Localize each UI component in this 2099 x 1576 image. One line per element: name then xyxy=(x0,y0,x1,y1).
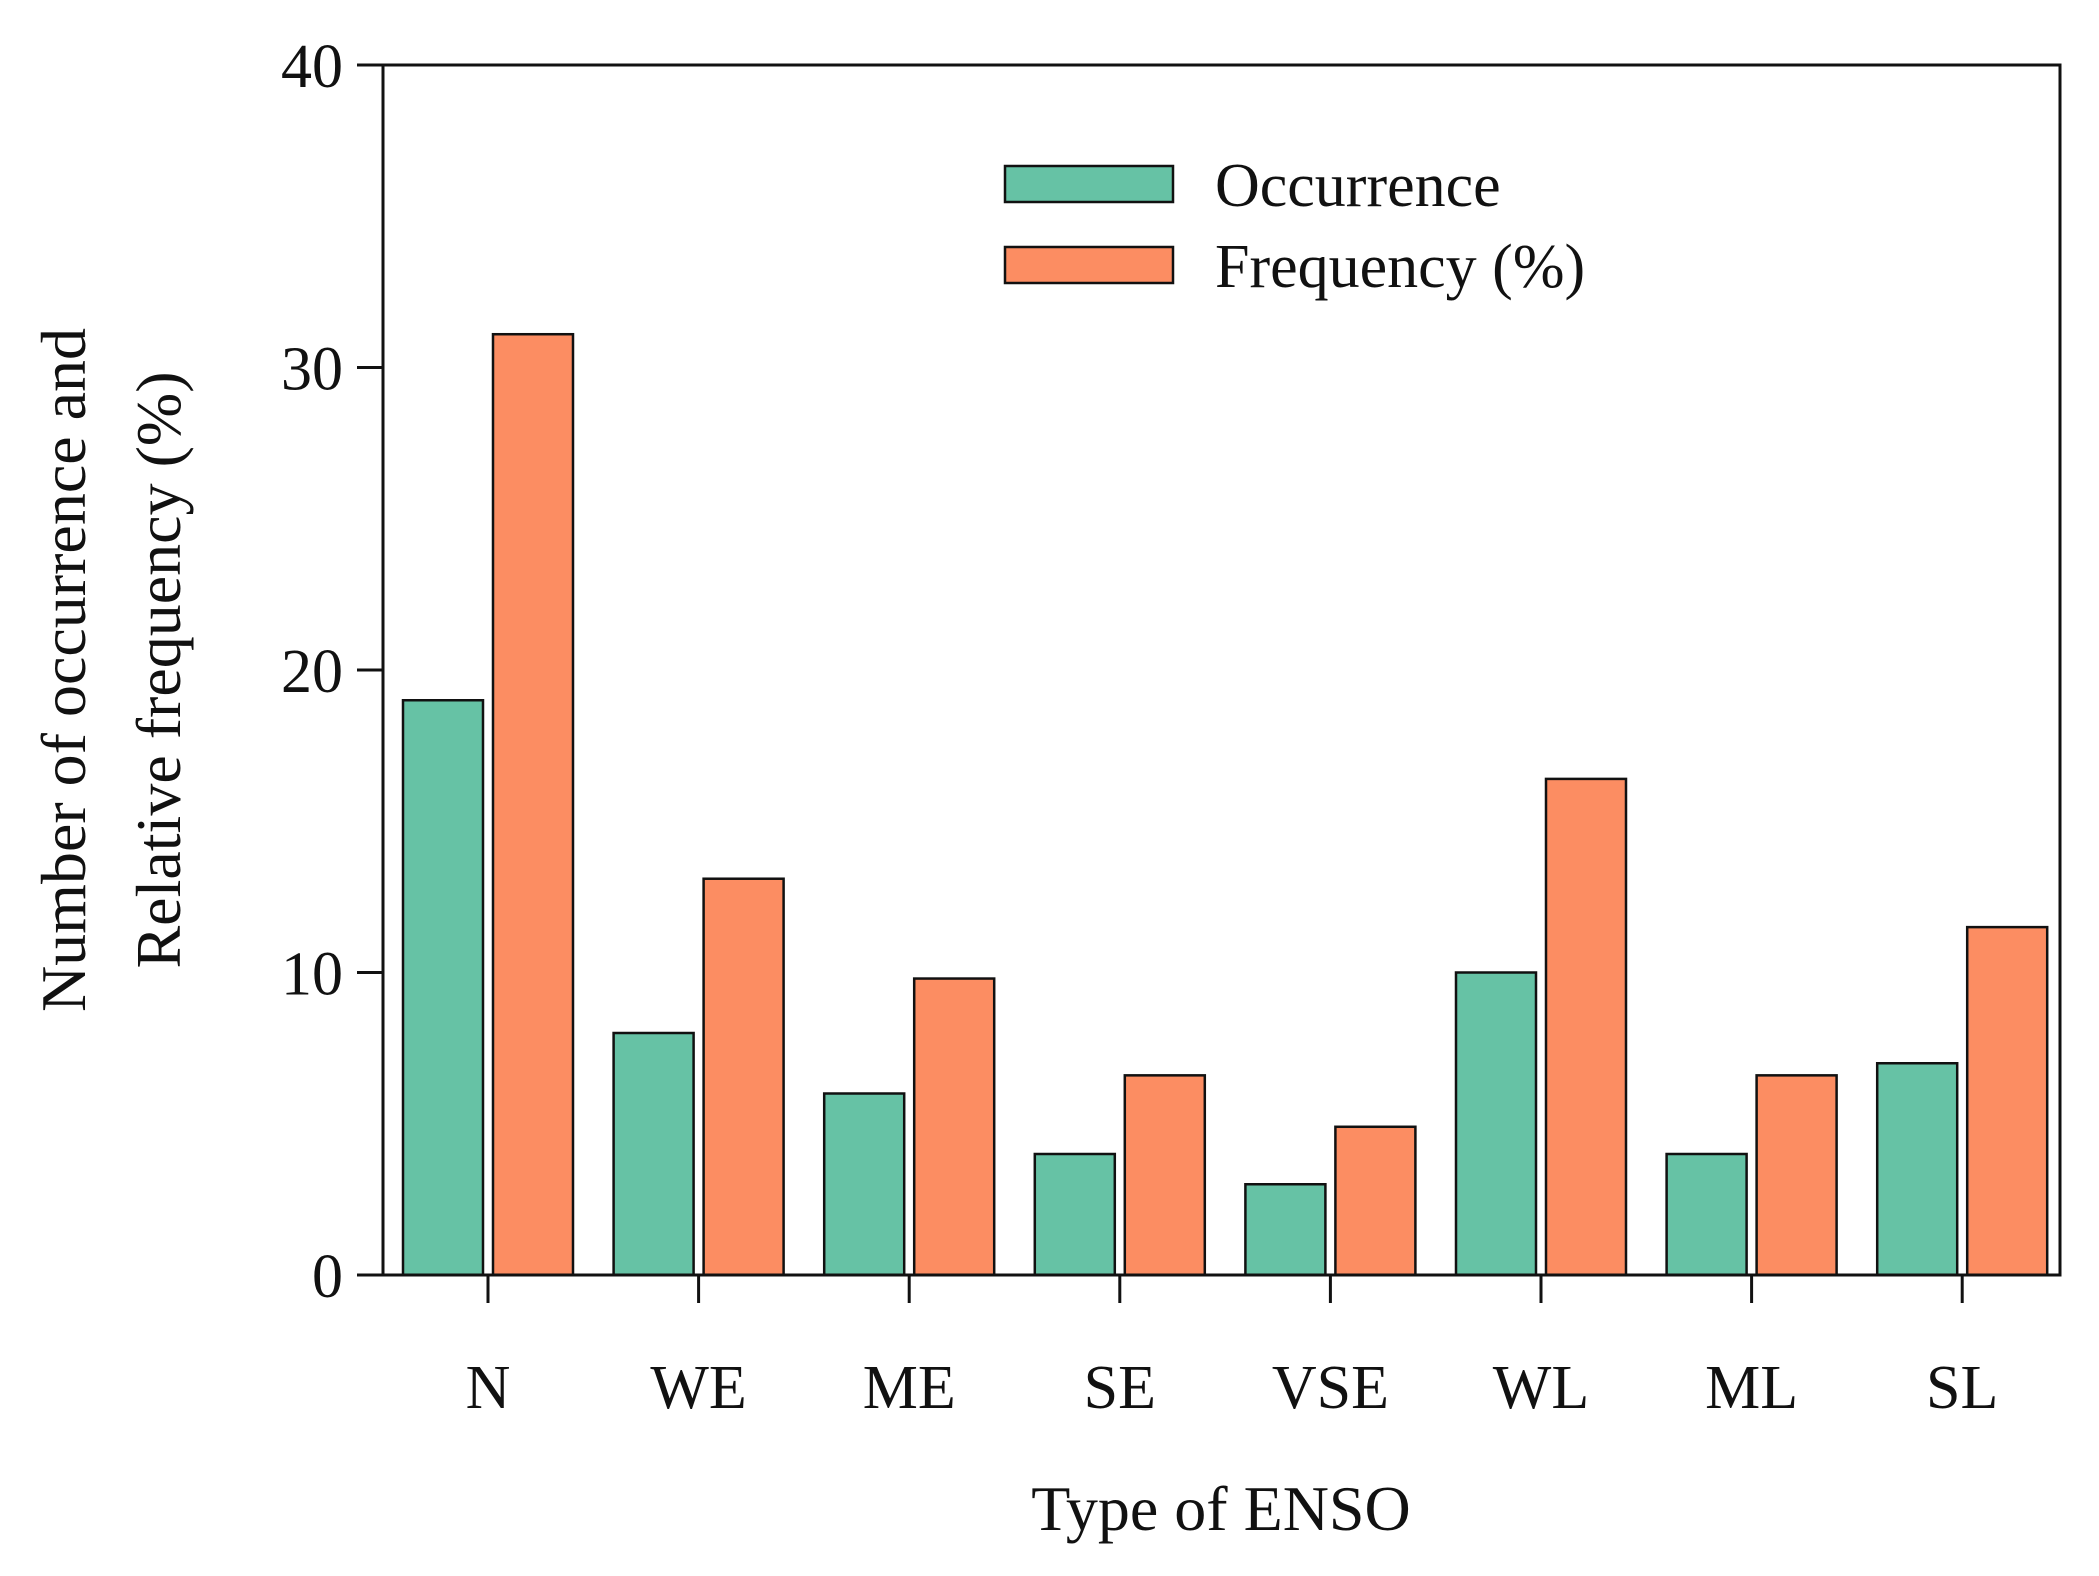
legend-swatch-occurrence xyxy=(1003,164,1175,204)
y-axis-title-line-2: Relative frequency (%) xyxy=(123,371,194,968)
bar-frequency-sl xyxy=(1965,925,2049,1277)
x-tick-label-sl: SL xyxy=(1926,1354,1998,1422)
axes-layer: N WE ME SE VSE WL ML SL 0 10 20 30 40 xyxy=(281,33,1998,1422)
x-tick-label-ml: ML xyxy=(1705,1354,1798,1422)
x-axis-title: Type of ENSO xyxy=(1031,1473,1410,1544)
bar-frequency-se xyxy=(1123,1074,1207,1277)
bar-frequency-me xyxy=(912,977,996,1277)
y-tick-label-40: 40 xyxy=(281,33,343,101)
x-tick-label-we: WE xyxy=(650,1354,746,1422)
legend-label-occurrence: Occurrence xyxy=(1215,152,1501,220)
legend-swatch-frequency xyxy=(1003,245,1175,285)
x-tick-label-vse: VSE xyxy=(1272,1354,1389,1422)
y-tick-label-30: 30 xyxy=(281,336,343,404)
x-tick-label-n: N xyxy=(466,1354,511,1422)
bar-occurrence-se xyxy=(1033,1152,1117,1277)
bar-occurrence-wl xyxy=(1454,971,1538,1277)
y-axis-title: Number of occurrence and Relative freque… xyxy=(28,328,194,1012)
bars-layer xyxy=(401,332,2049,1277)
bar-frequency-n xyxy=(491,332,575,1277)
legend: Occurrence Frequency (%) xyxy=(1003,152,1585,301)
bar-occurrence-sl xyxy=(1875,1062,1959,1277)
y-tick-label-20: 20 xyxy=(281,638,343,706)
bar-occurrence-vse xyxy=(1244,1183,1327,1277)
bar-occurrence-ml xyxy=(1665,1152,1748,1277)
y-tick-label-0: 0 xyxy=(312,1243,343,1311)
bar-frequency-we xyxy=(702,877,785,1277)
bar-occurrence-we xyxy=(612,1031,695,1277)
bar-frequency-wl xyxy=(1544,777,1628,1277)
bar-frequency-vse xyxy=(1334,1125,1417,1277)
bar-occurrence-me xyxy=(822,1092,906,1277)
bar-frequency-ml xyxy=(1755,1074,1838,1277)
x-tick-label-wl: WL xyxy=(1493,1354,1589,1422)
x-tick-label-me: ME xyxy=(863,1354,956,1422)
bar-occurrence-n xyxy=(401,699,485,1277)
legend-label-frequency: Frequency (%) xyxy=(1215,233,1585,301)
x-tick-label-se: SE xyxy=(1084,1354,1156,1422)
y-tick-label-10: 10 xyxy=(281,941,343,1009)
y-axis-title-line-1: Number of occurrence and xyxy=(28,328,99,1012)
